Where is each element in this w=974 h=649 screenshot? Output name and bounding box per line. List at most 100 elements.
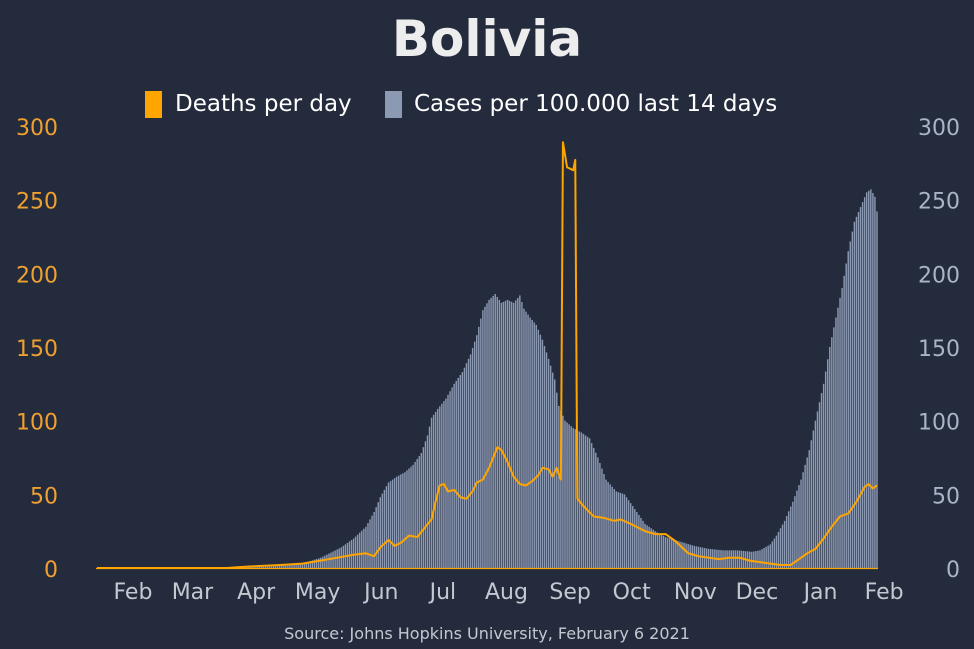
cases-bar xyxy=(839,297,841,568)
cases-bar xyxy=(268,566,271,568)
cases-bar xyxy=(391,479,394,568)
right-axis-tick-label: 300 xyxy=(918,116,960,141)
cases-bar xyxy=(734,550,737,568)
cases-bar xyxy=(668,538,671,568)
cases-bar xyxy=(644,523,646,568)
cases-bar xyxy=(623,494,626,568)
cases-bar xyxy=(843,275,845,568)
cases-bar xyxy=(855,216,858,569)
cases-bar xyxy=(393,478,396,568)
cases-bar xyxy=(788,511,790,568)
cases-bar xyxy=(790,506,792,568)
cases-bar xyxy=(515,300,517,568)
cases-bar xyxy=(820,393,823,568)
right-axis-tick-label: 200 xyxy=(918,263,960,288)
cases-bar xyxy=(570,426,572,568)
cases-bar xyxy=(512,302,515,568)
x-axis-tick-label: Dec xyxy=(736,580,779,605)
cases-bar xyxy=(476,335,478,568)
cases-bar xyxy=(664,537,667,568)
cases-bar xyxy=(771,541,774,568)
cases-bar xyxy=(508,300,511,568)
left-axis-tick-label: 250 xyxy=(16,190,58,215)
cases-bar xyxy=(753,551,755,568)
cases-bar xyxy=(519,295,521,568)
cases-bar xyxy=(297,563,299,568)
cases-bar xyxy=(369,519,371,568)
cases-bar xyxy=(381,493,384,568)
cases-bar xyxy=(410,466,412,568)
cases-bar xyxy=(426,435,429,568)
cases-bar xyxy=(529,317,531,568)
cases-bar xyxy=(861,202,864,568)
cases-bar xyxy=(673,539,675,568)
cases-bar xyxy=(629,503,632,568)
cases-bar xyxy=(383,489,386,568)
cases-bar xyxy=(445,398,447,568)
cases-bar xyxy=(478,326,480,568)
right-axis: 0 50 100 150 200 250 300 xyxy=(918,116,960,583)
cases-bar xyxy=(806,457,808,568)
x-axis-tick-label: Mar xyxy=(172,580,214,605)
cases-bar xyxy=(603,474,605,568)
cases-bar xyxy=(278,565,281,568)
cases-bar xyxy=(367,523,369,568)
cases-bar xyxy=(400,474,402,568)
cases-bar xyxy=(580,432,583,568)
cases-bar xyxy=(543,346,546,568)
cases-bar xyxy=(652,529,654,568)
cases-bar xyxy=(868,190,870,568)
cases-bar xyxy=(430,417,433,568)
cases-bar xyxy=(461,372,464,568)
cases-bar xyxy=(562,415,564,568)
cases-bar xyxy=(260,566,262,568)
cases-bar xyxy=(646,525,648,568)
cases-bar xyxy=(650,528,652,568)
cases-bar xyxy=(732,550,735,568)
cases-bar xyxy=(681,542,683,568)
cases-bar xyxy=(408,468,410,568)
cases-bar xyxy=(480,318,482,568)
cases-bar xyxy=(632,506,634,568)
cases-bar xyxy=(330,552,332,568)
cases-bar xyxy=(434,411,437,568)
x-axis-tick-label: Feb xyxy=(113,580,152,605)
cases-bar xyxy=(437,408,439,568)
cases-bar xyxy=(305,562,308,568)
cases-bar xyxy=(822,383,825,568)
cases-bar xyxy=(523,308,525,568)
cases-bar xyxy=(471,347,474,568)
cases-bar xyxy=(363,528,365,568)
legend-cases-swatch xyxy=(385,91,402,118)
cases-bar xyxy=(545,352,548,568)
cases-bar xyxy=(759,550,761,568)
cases-bar xyxy=(486,303,488,568)
cases-bar xyxy=(660,534,663,568)
cases-bar xyxy=(356,534,359,568)
x-axis-tick-label: Jan xyxy=(802,580,838,605)
cases-bar xyxy=(424,441,427,568)
cases-bar xyxy=(831,337,833,568)
cases-bar xyxy=(847,251,849,569)
cases-bar xyxy=(320,557,322,568)
cases-bar xyxy=(621,493,624,568)
cases-bar xyxy=(851,231,854,568)
cases-bar xyxy=(654,531,657,568)
cases-bar xyxy=(804,464,806,568)
cases-bar xyxy=(824,371,827,568)
x-axis-tick-label: Feb xyxy=(865,580,904,605)
deaths-line-series xyxy=(97,141,878,569)
cases-bar xyxy=(689,544,691,568)
cases-bar xyxy=(697,546,700,568)
cases-bar xyxy=(783,520,786,568)
cases-bar xyxy=(506,299,509,568)
cases-bar xyxy=(441,403,443,568)
cases-bar xyxy=(835,317,837,568)
cases-bar xyxy=(763,547,765,568)
cases-bar xyxy=(420,453,423,568)
cases-bar xyxy=(584,435,587,568)
cases-bar xyxy=(246,567,248,568)
cases-bar xyxy=(740,550,743,568)
left-axis-tick-label: 100 xyxy=(16,411,58,436)
